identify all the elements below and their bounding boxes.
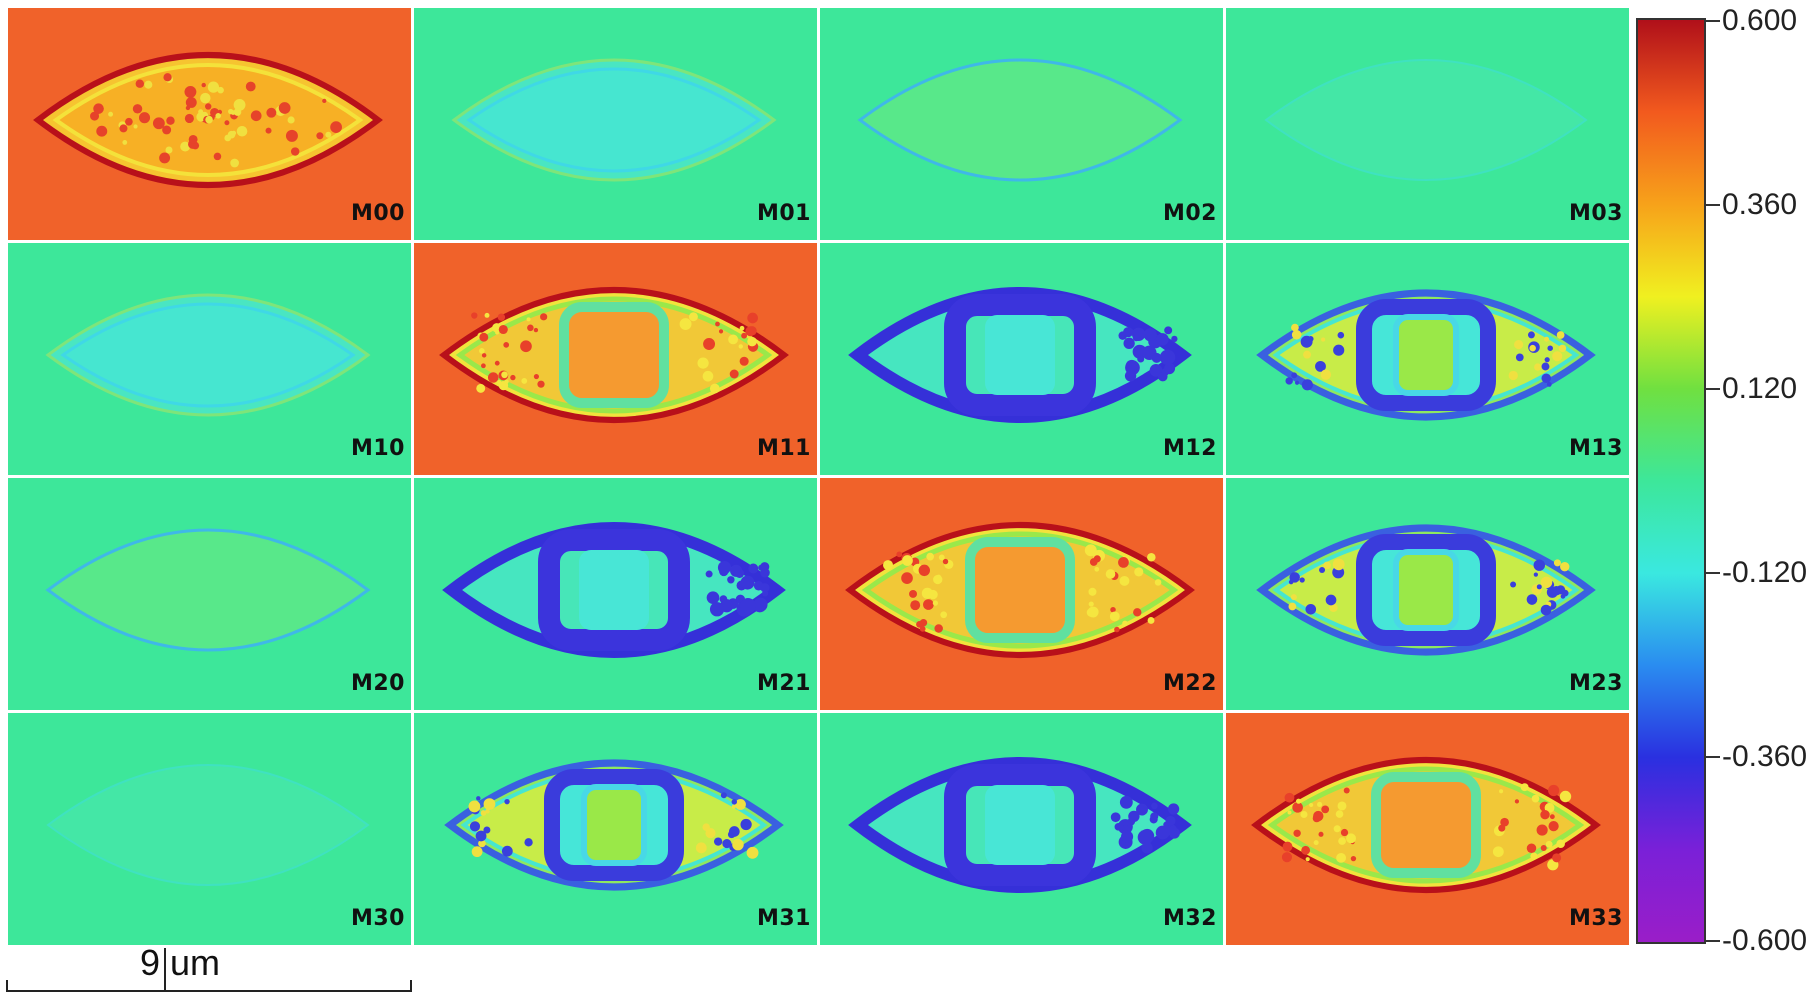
scale-bar-line xyxy=(6,990,412,992)
colorbar-tick xyxy=(1706,572,1720,574)
matrix-element-tile: M01 xyxy=(414,8,817,240)
matrix-element-tile: M13 xyxy=(1226,243,1629,475)
matrix-element-tile: M12 xyxy=(820,243,1223,475)
matrix-element-tile: M02 xyxy=(820,8,1223,240)
tile-label: M01 xyxy=(757,201,811,226)
mueller-matrix-grid: M00 M01 M02 M03 M10 M11 M12 M13 M20 M21 M22 M23 M30 M… xyxy=(0,0,1620,950)
tile-label: M23 xyxy=(1569,671,1623,696)
matrix-element-tile: M30 xyxy=(8,713,411,945)
colorbar-tick-label: -0.600 xyxy=(1722,926,1807,956)
colorbar xyxy=(1636,18,1706,944)
matrix-element-tile: M23 xyxy=(1226,478,1629,710)
tile-label: M22 xyxy=(1163,671,1217,696)
tile-label: M10 xyxy=(351,436,405,461)
colorbar-tick-label: 0.120 xyxy=(1722,374,1797,404)
matrix-element-tile: M11 xyxy=(414,243,817,475)
colorbar-tick xyxy=(1706,940,1720,942)
tile-label: M02 xyxy=(1163,201,1217,226)
colorbar-tick-label: -0.120 xyxy=(1722,558,1807,588)
matrix-element-tile: M00 xyxy=(8,8,411,240)
matrix-element-tile: M32 xyxy=(820,713,1223,945)
tile-label: M12 xyxy=(1163,436,1217,461)
scale-bar-tick-right xyxy=(410,980,412,992)
tile-label: M13 xyxy=(1569,436,1623,461)
matrix-element-tile: M03 xyxy=(1226,8,1629,240)
matrix-element-tile: M20 xyxy=(8,478,411,710)
tile-label: M33 xyxy=(1569,906,1623,931)
tile-label: M20 xyxy=(351,671,405,696)
tile-label: M21 xyxy=(757,671,811,696)
tile-label: M31 xyxy=(757,906,811,931)
colorbar-tick-label: 0.360 xyxy=(1722,190,1797,220)
tile-label: M03 xyxy=(1569,201,1623,226)
scale-bar-label: 9 um xyxy=(140,942,220,984)
scale-bar-tick-left xyxy=(6,980,8,992)
colorbar-tick xyxy=(1706,20,1720,22)
colorbar-tick xyxy=(1706,388,1720,390)
matrix-element-tile: M31 xyxy=(414,713,817,945)
tile-label: M30 xyxy=(351,906,405,931)
matrix-element-tile: M22 xyxy=(820,478,1223,710)
colorbar-tick-label: 0.600 xyxy=(1722,6,1797,36)
tile-label: M32 xyxy=(1163,906,1217,931)
matrix-element-tile: M33 xyxy=(1226,713,1629,945)
tile-label: M11 xyxy=(757,436,811,461)
colorbar-tick xyxy=(1706,756,1720,758)
colorbar-tick xyxy=(1706,204,1720,206)
matrix-element-tile: M21 xyxy=(414,478,817,710)
matrix-element-tile: M10 xyxy=(8,243,411,475)
colorbar-tick-label: -0.360 xyxy=(1722,742,1807,772)
tile-label: M00 xyxy=(351,201,405,226)
